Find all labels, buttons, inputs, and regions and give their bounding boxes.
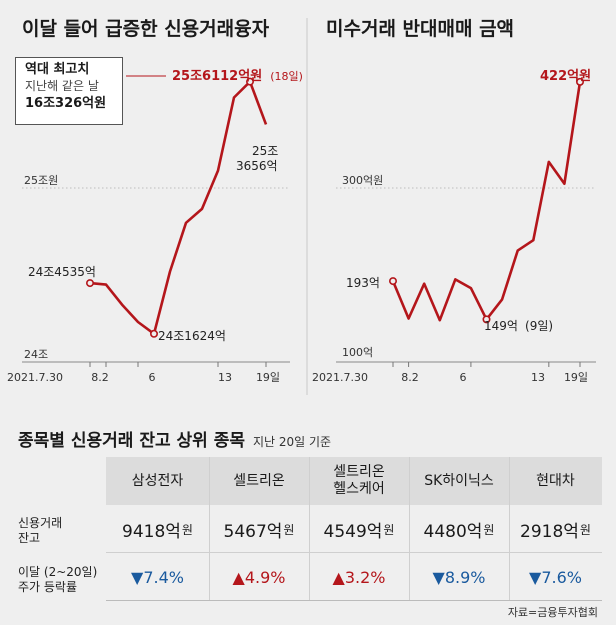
change-cell-2: ▲3.2% [332, 567, 386, 587]
right-ytick-100: 100억 [342, 346, 373, 359]
change-cell-0: ▼7.4% [131, 567, 184, 587]
col-divider-3 [409, 457, 410, 600]
right-xtick-label-4: 19일 [564, 370, 588, 384]
right-point-0 [388, 277, 397, 286]
left-last-label-2: 3656억 [236, 159, 278, 173]
balance-unit: 원 [181, 522, 193, 537]
change-cell-1: ▲4.9% [232, 567, 286, 587]
left-max-label: 25조6112억원 (18일) [172, 65, 303, 84]
left-ytick-24: 24조 [24, 348, 48, 361]
balance-value: 4549억 [323, 521, 383, 542]
left-xtick-label-2: 6 [149, 371, 156, 384]
right-start-label: 193억 [346, 276, 380, 290]
right-series-line [391, 81, 582, 322]
source-note: 자료=금융투자협회 [507, 606, 598, 619]
balance-cell-4: 2918억 원 [509, 508, 602, 550]
row-label-change: 이달 (2~20일) 주가 등락률 [18, 565, 98, 594]
left-chart-title: 이달 들어 급증한 신용거래융자 [22, 18, 270, 40]
change-cell-3: ▼8.9% [432, 567, 486, 587]
balance-unit: 원 [579, 522, 591, 537]
column-header-1: 셀트리온 [209, 457, 309, 505]
balance-cell-2: 4549억 원 [309, 508, 409, 550]
right-xtick-label-0: 2021.7.30 [312, 371, 368, 384]
col-divider-1 [209, 457, 210, 600]
callout-line3: 16조326억원 [25, 96, 107, 111]
column-header-4: 현대차 [509, 457, 602, 505]
right-xtick-label-1: 8.2 [401, 371, 419, 384]
left-xtick-label-3: 13 [218, 371, 232, 384]
right-dots [388, 77, 584, 324]
right-min-value: 149억 [484, 319, 518, 333]
left-min-label: 24조1624억 [158, 329, 226, 343]
balance-unit: 원 [283, 522, 295, 537]
table-bottom-rule [106, 600, 602, 601]
balance-cell-1: 5467억 원 [209, 508, 309, 550]
right-xtick-label-2: 6 [460, 371, 467, 384]
record-callout: 역대 최고치 지난해 같은 날 16조326억원 [15, 57, 123, 125]
left-xtick-label-1: 8.2 [91, 371, 109, 384]
callout-title: 역대 최고치 [25, 62, 90, 77]
balance-value: 4480억 [423, 521, 483, 542]
left-xtick-label-0: 2021.7.30 [7, 371, 63, 384]
balance-unit: 원 [483, 522, 495, 537]
left-max-date: (18일) [270, 69, 303, 83]
right-grid [336, 187, 596, 363]
column-header-3: SK하이닉스 [409, 457, 509, 505]
table-subtitle: 지난 20일 기준 [253, 435, 332, 449]
table-title: 종목별 신용거래 잔고 상위 종목 지난 20일 기준 [18, 426, 331, 451]
callout-line2: 지난해 같은 날 [25, 79, 99, 93]
left-point-10 [246, 77, 255, 86]
right-min-date: (9일) [525, 319, 553, 333]
left-grid [22, 187, 290, 363]
left-xticks: 2021.7.30 8.2 6 13 19일 [7, 362, 280, 384]
col-divider-4 [509, 457, 510, 600]
right-chart-title: 미수거래 반대매매 금액 [326, 18, 514, 40]
balance-cell-3: 4480억 원 [409, 508, 509, 550]
left-last-label-1: 25조 [252, 144, 278, 158]
right-ytick-300: 300억원 [342, 174, 383, 187]
left-max-value: 25조6112억원 [172, 69, 262, 84]
right-point-6 [482, 315, 491, 324]
change-cell-4: ▼7.6% [529, 567, 582, 587]
balance-value: 2918억 [520, 521, 579, 542]
row-divider [106, 552, 602, 553]
right-xticks: 2021.7.30 8.2 6 13 19일 [312, 362, 588, 384]
left-point-4 [150, 329, 159, 338]
right-max-label: 422억원 [540, 69, 591, 84]
left-xtick-label-4: 19일 [256, 370, 280, 384]
balance-unit: 원 [383, 522, 395, 537]
charts-canvas: 이달 들어 급증한 신용거래융자 25조원 24조 2021.7.30 8.2 6 1… [7, 18, 596, 395]
column-header-0: 삼성전자 [106, 457, 209, 505]
right-point-12 [575, 77, 584, 86]
right-xtick-label-3: 13 [531, 371, 545, 384]
left-series-line [89, 80, 268, 336]
column-header-2: 셀트리온 헬스케어 [309, 457, 409, 505]
balance-value: 9418억 [122, 521, 181, 542]
balance-cell-0: 9418억 원 [106, 508, 209, 550]
table-title-text: 종목별 신용거래 잔고 상위 종목 [18, 431, 245, 451]
left-dots [86, 77, 255, 338]
balance-value: 5467억 [223, 521, 283, 542]
row-label-balance: 신용거래 잔고 [18, 516, 63, 545]
right-min-label: 149억 (9일) [484, 315, 553, 334]
left-start-label: 24조4535억 [28, 265, 96, 279]
left-ytick-25: 25조원 [24, 174, 58, 187]
left-point-0 [86, 279, 95, 288]
col-divider-2 [309, 457, 310, 600]
